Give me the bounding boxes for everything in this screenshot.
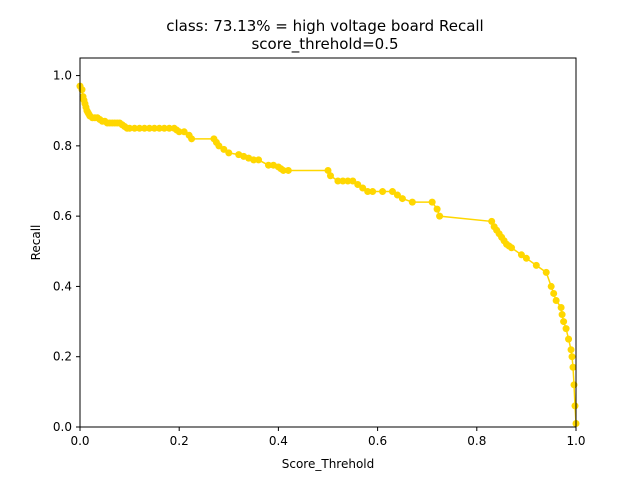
data-point xyxy=(349,177,357,185)
data-point xyxy=(339,177,347,185)
y-axis-label: Recall xyxy=(29,225,43,261)
data-point xyxy=(552,296,560,304)
data-point xyxy=(136,124,144,132)
data-point xyxy=(558,311,566,319)
data-point xyxy=(569,363,577,371)
data-point xyxy=(150,124,158,132)
y-tick-label: 0.6 xyxy=(53,209,72,223)
data-point xyxy=(145,124,153,132)
data-point xyxy=(542,268,550,276)
data-point xyxy=(398,195,406,203)
data-point xyxy=(344,177,352,185)
data-point xyxy=(180,128,188,136)
plot-data xyxy=(76,82,580,427)
chart-subtitle: score_threhold=0.5 xyxy=(251,35,398,54)
data-point xyxy=(508,244,516,252)
data-point xyxy=(324,166,332,174)
data-point xyxy=(126,124,134,132)
y-tick-label: 0.2 xyxy=(53,350,72,364)
data-point xyxy=(433,205,441,213)
data-point xyxy=(568,353,576,361)
y-tick-label: 0.4 xyxy=(53,279,72,293)
x-axis-ticks: 0.0 0.2 0.4 0.6 0.8 1.0 xyxy=(70,427,586,448)
data-point xyxy=(188,135,196,143)
data-point xyxy=(532,261,540,269)
y-tick-label: 0.8 xyxy=(53,139,72,153)
data-point xyxy=(160,124,168,132)
data-point xyxy=(547,282,555,290)
data-point xyxy=(428,198,436,206)
data-point xyxy=(522,254,530,262)
data-point xyxy=(436,212,444,220)
x-axis-label: Score_Threhold xyxy=(282,457,375,471)
series-line xyxy=(79,85,577,424)
y-tick-label: 1.0 xyxy=(53,69,72,83)
data-point xyxy=(165,124,173,132)
data-point xyxy=(364,188,372,196)
data-point xyxy=(284,166,292,174)
data-point xyxy=(255,156,263,164)
data-point xyxy=(175,128,183,136)
data-point xyxy=(571,402,579,410)
x-tick-label: 0.8 xyxy=(467,434,486,448)
data-point xyxy=(215,142,223,150)
data-point xyxy=(379,188,387,196)
data-point xyxy=(393,191,401,199)
data-point xyxy=(369,188,377,196)
data-point xyxy=(155,124,163,132)
x-tick-label: 0.6 xyxy=(368,434,387,448)
data-point xyxy=(517,251,525,259)
data-point xyxy=(488,217,496,225)
y-tick-label: 0.0 xyxy=(53,420,72,434)
data-point xyxy=(567,346,575,354)
data-point xyxy=(560,318,568,326)
x-tick-label: 0.2 xyxy=(170,434,189,448)
data-point xyxy=(225,149,233,157)
data-point xyxy=(250,156,258,164)
data-point xyxy=(264,161,272,169)
data-point xyxy=(131,124,139,132)
data-point xyxy=(334,177,342,185)
data-point xyxy=(562,325,570,333)
data-point xyxy=(279,166,287,174)
data-point xyxy=(550,289,558,297)
data-point xyxy=(354,181,362,189)
data-point xyxy=(140,124,148,132)
data-point xyxy=(565,335,573,343)
data-point xyxy=(557,304,565,312)
y-axis-ticks: 0.0 0.2 0.4 0.6 0.8 1.0 xyxy=(53,69,80,434)
chart-title: class: 73.13% = high voltage board Recal… xyxy=(166,17,483,35)
plot-frame xyxy=(79,57,577,428)
data-point xyxy=(359,184,367,192)
data-point xyxy=(388,188,396,196)
data-point xyxy=(326,172,334,180)
data-point xyxy=(408,198,416,206)
x-tick-label: 1.0 xyxy=(566,434,585,448)
data-point xyxy=(220,145,228,153)
x-tick-label: 0.4 xyxy=(269,434,288,448)
x-tick-label: 0.0 xyxy=(70,434,89,448)
